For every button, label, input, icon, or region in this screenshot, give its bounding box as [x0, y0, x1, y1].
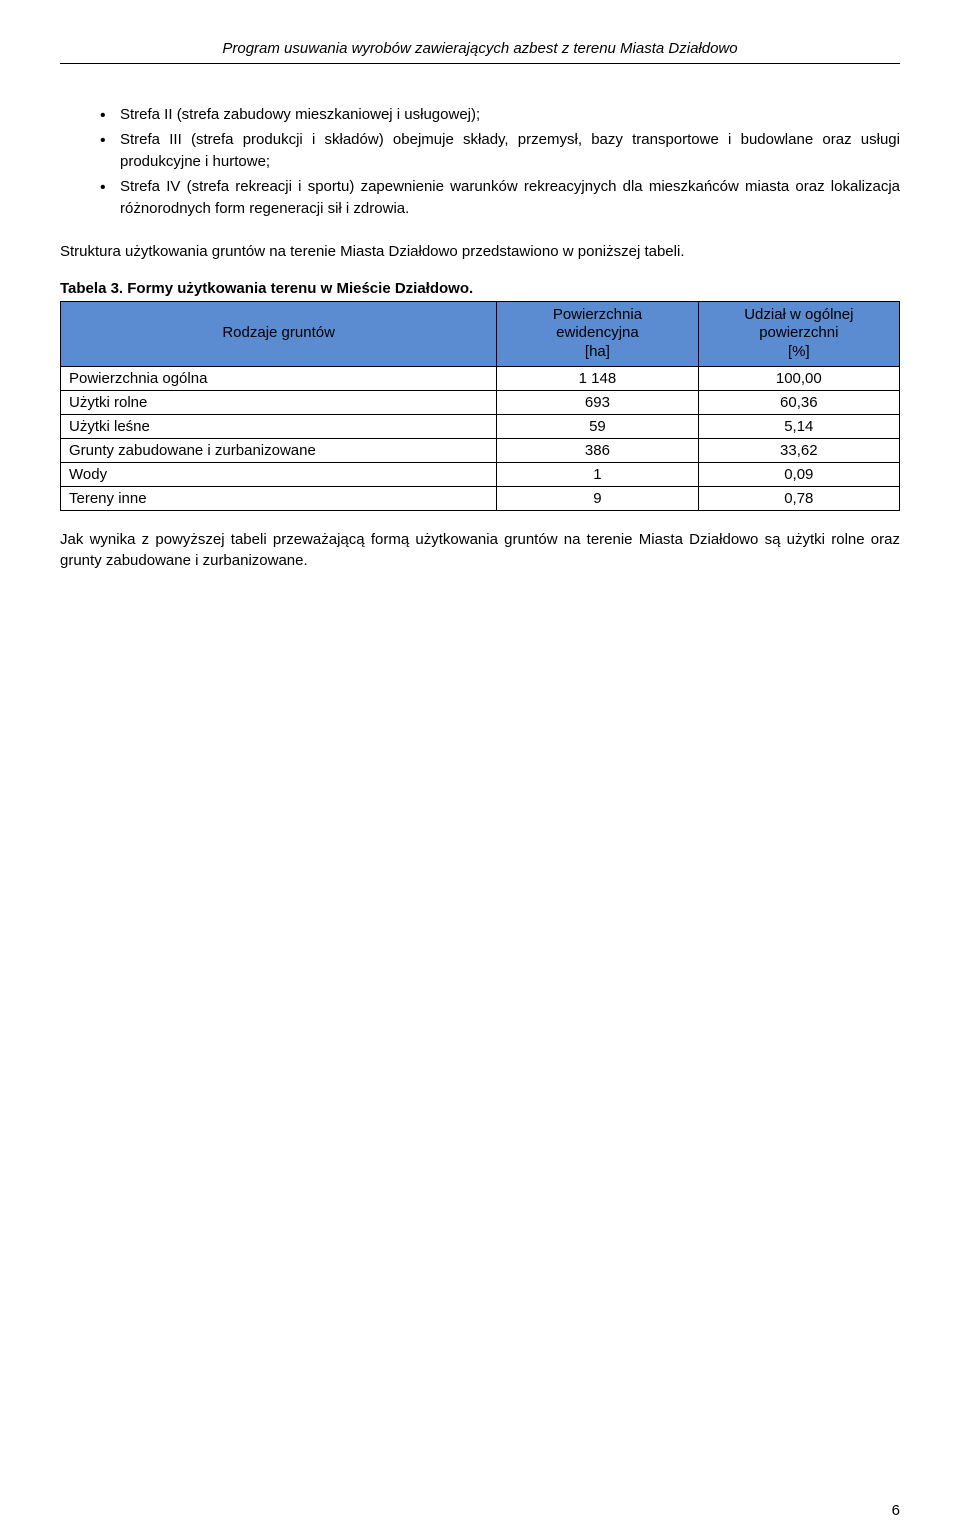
col-header-line: [ha]: [585, 343, 610, 360]
table-row: Użytki leśne 59 5,14: [61, 414, 900, 438]
cell-share: 0,09: [698, 462, 899, 486]
bullet-list: Strefa II (strefa zabudowy mieszkaniowej…: [60, 104, 900, 221]
cell-label: Grunty zabudowane i zurbanizowane: [61, 438, 497, 462]
table-row: Tereny inne 9 0,78: [61, 486, 900, 510]
table-row: Grunty zabudowane i zurbanizowane 386 33…: [61, 438, 900, 462]
page: Program usuwania wyrobów zawierających a…: [0, 0, 960, 1539]
paragraph-intro: Struktura użytkowania gruntów na terenie…: [60, 241, 900, 262]
document-header: Program usuwania wyrobów zawierających a…: [60, 40, 900, 64]
col-header-types: Rodzaje gruntów: [61, 301, 497, 366]
col-header-line: Udział w ogólnej: [744, 306, 853, 323]
paragraph-summary: Jak wynika z powyższej tabeli przeważają…: [60, 529, 900, 571]
col-header-share: Udział w ogólnej powierzchni [%]: [698, 301, 899, 366]
table-row: Powierzchnia ogólna 1 148 100,00: [61, 366, 900, 390]
cell-label: Użytki leśne: [61, 414, 497, 438]
cell-share: 5,14: [698, 414, 899, 438]
cell-share: 0,78: [698, 486, 899, 510]
cell-area: 1 148: [497, 366, 698, 390]
cell-area: 9: [497, 486, 698, 510]
cell-area: 386: [497, 438, 698, 462]
col-header-line: powierzchni: [759, 324, 838, 341]
col-header-line: ewidencyjna: [556, 324, 639, 341]
cell-area: 1: [497, 462, 698, 486]
table-caption: Tabela 3. Formy użytkowania terenu w Mie…: [60, 280, 900, 297]
cell-share: 60,36: [698, 390, 899, 414]
cell-label: Wody: [61, 462, 497, 486]
col-header-line: Powierzchnia: [553, 306, 642, 323]
list-item: Strefa III (strefa produkcji i składów) …: [100, 129, 900, 174]
list-item: Strefa II (strefa zabudowy mieszkaniowej…: [100, 104, 900, 127]
cell-share: 100,00: [698, 366, 899, 390]
cell-area: 59: [497, 414, 698, 438]
table-row: Użytki rolne 693 60,36: [61, 390, 900, 414]
list-item: Strefa IV (strefa rekreacji i sportu) za…: [100, 176, 900, 221]
table-head: Rodzaje gruntów Powierzchnia ewidencyjna…: [61, 301, 900, 366]
table-header-row: Rodzaje gruntów Powierzchnia ewidencyjna…: [61, 301, 900, 366]
col-header-area: Powierzchnia ewidencyjna [ha]: [497, 301, 698, 366]
table-body: Powierzchnia ogólna 1 148 100,00 Użytki …: [61, 366, 900, 510]
cell-area: 693: [497, 390, 698, 414]
cell-label: Użytki rolne: [61, 390, 497, 414]
table-row: Wody 1 0,09: [61, 462, 900, 486]
page-number: 6: [892, 1502, 900, 1519]
col-header-line: [%]: [788, 343, 810, 360]
cell-share: 33,62: [698, 438, 899, 462]
land-use-table: Rodzaje gruntów Powierzchnia ewidencyjna…: [60, 301, 900, 511]
cell-label: Tereny inne: [61, 486, 497, 510]
cell-label: Powierzchnia ogólna: [61, 366, 497, 390]
